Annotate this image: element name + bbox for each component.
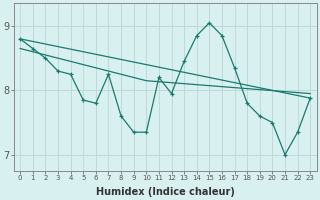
X-axis label: Humidex (Indice chaleur): Humidex (Indice chaleur) xyxy=(96,187,235,197)
